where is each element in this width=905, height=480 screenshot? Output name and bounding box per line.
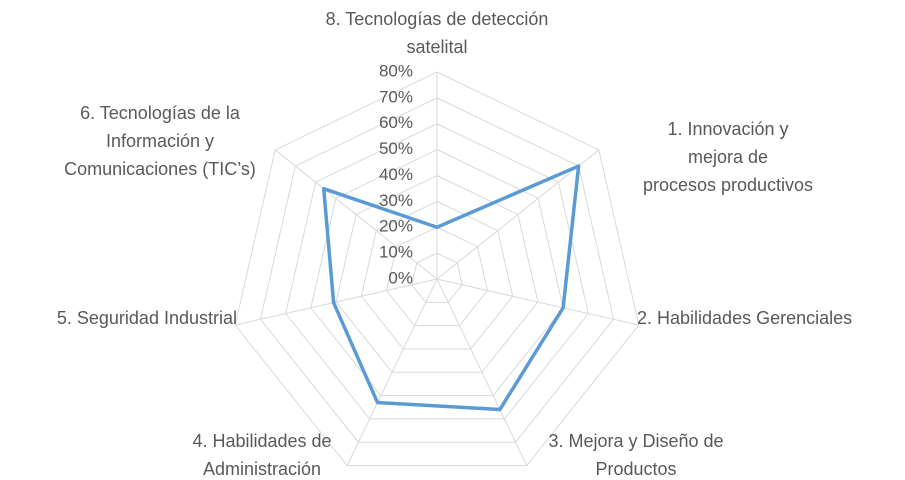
tick-label: 40% <box>379 165 413 184</box>
category-label: 2. Habilidades Gerenciales <box>637 308 853 328</box>
category-label: 6. Tecnologías de la Información y Comun… <box>64 103 256 179</box>
axis-spoke <box>274 149 438 280</box>
axis-spoke <box>436 149 600 280</box>
tick-label: 0% <box>388 268 413 287</box>
category-label: 1. Innovación y mejora de procesos produ… <box>642 119 814 195</box>
axis-spoke <box>235 278 438 326</box>
tick-label: 30% <box>379 191 413 210</box>
grid-ring <box>259 97 615 443</box>
grid-ring <box>411 252 463 303</box>
axis-spoke <box>346 278 438 466</box>
axis-spoke <box>436 278 639 326</box>
tick-label: 60% <box>379 113 413 132</box>
tick-label: 20% <box>379 217 413 236</box>
grid-ring <box>310 149 564 397</box>
category-label: 4. Habilidades de Administración <box>192 431 332 479</box>
tick-label: 80% <box>379 61 413 80</box>
tick-label: 70% <box>379 87 413 106</box>
grid-ring <box>234 71 640 467</box>
tick-label: 10% <box>379 243 413 262</box>
grid-ring <box>285 123 589 420</box>
grid-ring <box>386 226 488 327</box>
tick-label: 50% <box>379 139 413 158</box>
data-line <box>321 164 581 412</box>
category-label: 3. Mejora y Diseño de Productos <box>548 431 724 479</box>
axis-spoke <box>436 278 528 466</box>
grid-ring <box>360 200 514 350</box>
category-label: 8. Tecnologías de detección satelital <box>325 9 549 57</box>
grid-ring <box>335 174 539 373</box>
category-label: 5. Seguridad Industrial <box>56 308 237 328</box>
